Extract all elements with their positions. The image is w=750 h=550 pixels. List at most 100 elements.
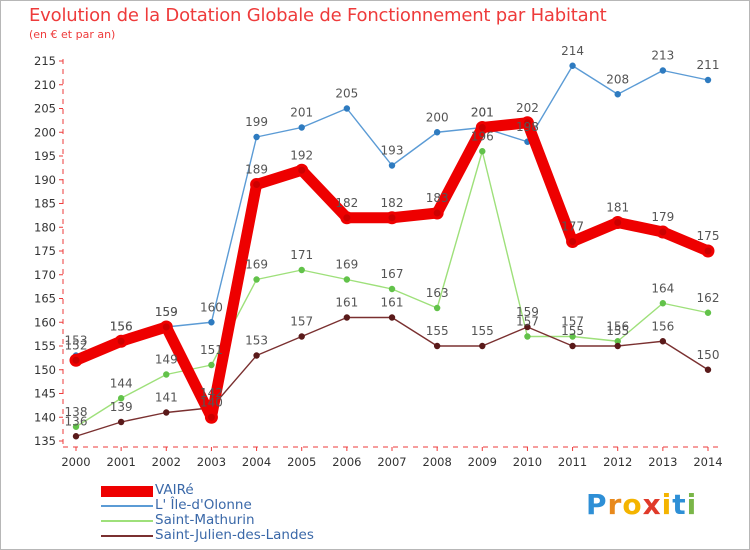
data-label: 155 bbox=[606, 324, 629, 338]
data-label: 159 bbox=[516, 305, 539, 319]
legend-swatch bbox=[101, 535, 153, 537]
data-label: 205 bbox=[335, 87, 358, 101]
data-point bbox=[520, 116, 534, 130]
data-point bbox=[433, 304, 441, 312]
y-tick-label: 200 bbox=[34, 125, 56, 139]
data-label: 156 bbox=[110, 319, 133, 333]
data-point bbox=[701, 244, 715, 258]
data-label: 196 bbox=[471, 129, 494, 143]
data-point bbox=[704, 76, 712, 84]
data-label: 179 bbox=[651, 210, 674, 224]
data-point bbox=[163, 371, 170, 378]
data-point bbox=[340, 211, 354, 225]
data-label: 171 bbox=[290, 248, 313, 262]
data-label: 159 bbox=[155, 305, 178, 319]
logo-letter: r bbox=[607, 488, 623, 521]
data-label: 151 bbox=[200, 343, 223, 357]
logo-letter: o bbox=[622, 488, 643, 521]
data-label: 169 bbox=[245, 258, 268, 272]
legend-swatch bbox=[101, 485, 153, 497]
y-tick-label: 195 bbox=[34, 149, 56, 163]
data-label: 157 bbox=[561, 315, 584, 329]
data-label: 144 bbox=[110, 376, 133, 390]
data-label: 149 bbox=[155, 353, 178, 367]
data-label: 201 bbox=[471, 106, 494, 120]
data-label: 167 bbox=[381, 267, 404, 281]
data-point bbox=[704, 309, 712, 316]
data-label: 182 bbox=[335, 196, 358, 210]
data-label: 200 bbox=[426, 110, 449, 124]
data-point bbox=[569, 333, 576, 340]
data-label: 208 bbox=[606, 72, 629, 86]
y-tick-label: 145 bbox=[34, 387, 56, 401]
data-point bbox=[388, 285, 396, 293]
data-point bbox=[72, 433, 80, 440]
data-label: 140 bbox=[200, 395, 223, 409]
data-point bbox=[569, 62, 576, 69]
data-label: 153 bbox=[65, 334, 88, 348]
data-label: 155 bbox=[561, 324, 584, 338]
axes: 135 140 145 150 155 160 165 170 175 180 185 190 195 2… bbox=[34, 54, 723, 469]
data-point bbox=[343, 276, 351, 283]
data-label: 169 bbox=[335, 258, 358, 272]
x-tick-label: 2013 bbox=[648, 455, 677, 469]
data-label: 183 bbox=[426, 191, 449, 205]
data-point bbox=[475, 121, 489, 134]
data-point bbox=[250, 178, 264, 191]
legend-item-saint-julien-des-landes: Saint-Julien-des-Landes bbox=[101, 527, 361, 543]
data-label: 164 bbox=[651, 281, 674, 295]
data-label: 160 bbox=[200, 300, 223, 314]
data-label: 153 bbox=[245, 334, 268, 348]
logo-letter: i bbox=[686, 488, 698, 521]
data-label: 157 bbox=[290, 315, 313, 329]
data-label: 150 bbox=[697, 348, 720, 362]
data-point bbox=[343, 105, 351, 112]
data-point bbox=[566, 235, 580, 248]
data-point bbox=[117, 418, 125, 426]
data-point bbox=[388, 162, 396, 169]
data-point bbox=[298, 333, 305, 340]
legend-label: VAIRé bbox=[155, 482, 194, 498]
data-point bbox=[208, 319, 215, 326]
y-tick-label: 180 bbox=[34, 220, 56, 234]
data-label: 198 bbox=[516, 120, 539, 134]
data-label: 162 bbox=[697, 291, 720, 305]
data-point bbox=[159, 320, 173, 334]
data-point bbox=[614, 91, 621, 98]
y-tick-label: 140 bbox=[34, 410, 56, 424]
data-label: 189 bbox=[245, 163, 268, 177]
x-tick-label: 2006 bbox=[332, 455, 361, 469]
data-label: 159 bbox=[155, 305, 178, 319]
y-tick-label: 155 bbox=[34, 339, 56, 353]
data-point bbox=[569, 342, 576, 350]
y-tick-label: 135 bbox=[34, 434, 56, 448]
y-tick-label: 205 bbox=[34, 102, 56, 116]
data-point bbox=[298, 266, 305, 274]
data-label: 139 bbox=[110, 400, 133, 414]
y-tick-label: 170 bbox=[34, 268, 56, 282]
legend-swatch bbox=[101, 520, 153, 522]
data-point bbox=[524, 333, 531, 340]
data-label: 175 bbox=[697, 229, 720, 243]
data-point bbox=[114, 334, 128, 348]
data-point bbox=[611, 216, 625, 229]
y-tick-label: 160 bbox=[34, 315, 56, 329]
data-point bbox=[72, 423, 80, 430]
data-label: 161 bbox=[335, 296, 358, 310]
data-point bbox=[433, 129, 441, 136]
data-label: 201 bbox=[471, 106, 494, 120]
data-label: 163 bbox=[426, 286, 449, 300]
legend-label: Saint-Julien-des-Landes bbox=[155, 527, 314, 543]
data-label: 192 bbox=[290, 148, 313, 162]
data-point bbox=[343, 314, 351, 321]
legend-label: L' Île-d'Olonne bbox=[155, 497, 252, 513]
data-labels: 153 156 159 160 199 201 205 193 200 201 198 214 208 2… bbox=[65, 44, 720, 429]
data-point bbox=[388, 314, 396, 321]
data-point bbox=[204, 410, 218, 424]
data-point bbox=[117, 395, 125, 402]
data-label: 156 bbox=[606, 319, 629, 333]
data-label: 152 bbox=[65, 338, 88, 352]
data-point bbox=[659, 338, 667, 345]
y-tick-label: 165 bbox=[34, 292, 56, 306]
